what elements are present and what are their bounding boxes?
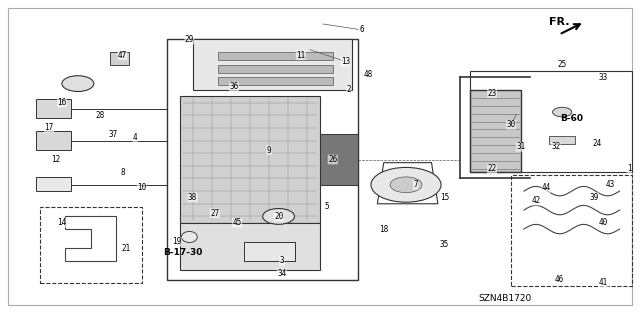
Bar (109, 52, 129, 65)
Text: 14: 14 (58, 218, 67, 227)
Text: 39: 39 (589, 193, 598, 202)
Text: 28: 28 (95, 111, 105, 120)
Text: 41: 41 (599, 278, 608, 287)
Polygon shape (470, 90, 521, 172)
Text: 7: 7 (413, 180, 418, 189)
Text: 8: 8 (120, 168, 125, 177)
Text: 20: 20 (274, 212, 284, 221)
Text: 47: 47 (118, 51, 127, 60)
Polygon shape (180, 96, 320, 223)
Text: 26: 26 (328, 155, 337, 164)
Text: 24: 24 (593, 139, 602, 148)
Text: 13: 13 (341, 57, 350, 66)
Circle shape (262, 209, 294, 224)
Text: 29: 29 (185, 35, 194, 44)
Text: 2: 2 (346, 85, 351, 94)
Bar (36, 131, 72, 150)
Text: SZN4B1720: SZN4B1720 (478, 294, 531, 303)
Text: 23: 23 (488, 89, 497, 98)
Text: 40: 40 (599, 218, 608, 227)
Circle shape (552, 107, 572, 117)
Polygon shape (218, 77, 333, 85)
Text: 38: 38 (188, 193, 197, 202)
Text: 17: 17 (45, 123, 54, 132)
Text: 25: 25 (557, 60, 567, 69)
Polygon shape (218, 65, 333, 72)
Text: 22: 22 (488, 165, 497, 174)
Ellipse shape (181, 232, 197, 242)
Text: 33: 33 (599, 73, 608, 82)
Text: 48: 48 (363, 70, 372, 78)
Text: 36: 36 (229, 82, 239, 91)
Text: 15: 15 (440, 193, 449, 202)
Bar (36, 177, 72, 191)
Text: 4: 4 (133, 133, 138, 142)
Text: 31: 31 (516, 142, 525, 151)
Text: 12: 12 (51, 155, 60, 164)
Text: 42: 42 (532, 196, 541, 205)
Text: 6: 6 (359, 25, 364, 34)
Text: 21: 21 (121, 243, 131, 253)
Text: 43: 43 (605, 180, 614, 189)
Polygon shape (218, 52, 333, 60)
Text: 44: 44 (541, 183, 551, 192)
Bar (549, 136, 575, 144)
Circle shape (62, 76, 94, 92)
Text: 45: 45 (232, 218, 242, 227)
Polygon shape (193, 39, 352, 90)
Circle shape (371, 167, 441, 202)
Text: 30: 30 (506, 120, 516, 129)
Bar (36, 100, 72, 118)
Text: 19: 19 (172, 237, 181, 246)
Bar (244, 242, 294, 261)
Text: 10: 10 (137, 183, 146, 192)
Circle shape (390, 177, 422, 193)
Text: B-17-30: B-17-30 (163, 248, 203, 257)
Text: FR.: FR. (549, 17, 570, 27)
Text: 35: 35 (440, 241, 449, 249)
Text: 46: 46 (554, 275, 564, 284)
Text: 37: 37 (108, 130, 118, 139)
Text: 32: 32 (551, 142, 561, 151)
Polygon shape (320, 134, 358, 185)
Text: 16: 16 (58, 98, 67, 107)
Text: 34: 34 (277, 269, 286, 278)
Text: 5: 5 (324, 203, 329, 211)
Polygon shape (180, 223, 320, 270)
Text: B-60: B-60 (560, 114, 583, 123)
Text: 27: 27 (210, 209, 220, 218)
Text: 9: 9 (267, 145, 271, 154)
Text: 11: 11 (296, 51, 305, 60)
Text: 18: 18 (379, 225, 388, 234)
Text: 1: 1 (627, 165, 632, 174)
Text: 3: 3 (280, 256, 284, 265)
